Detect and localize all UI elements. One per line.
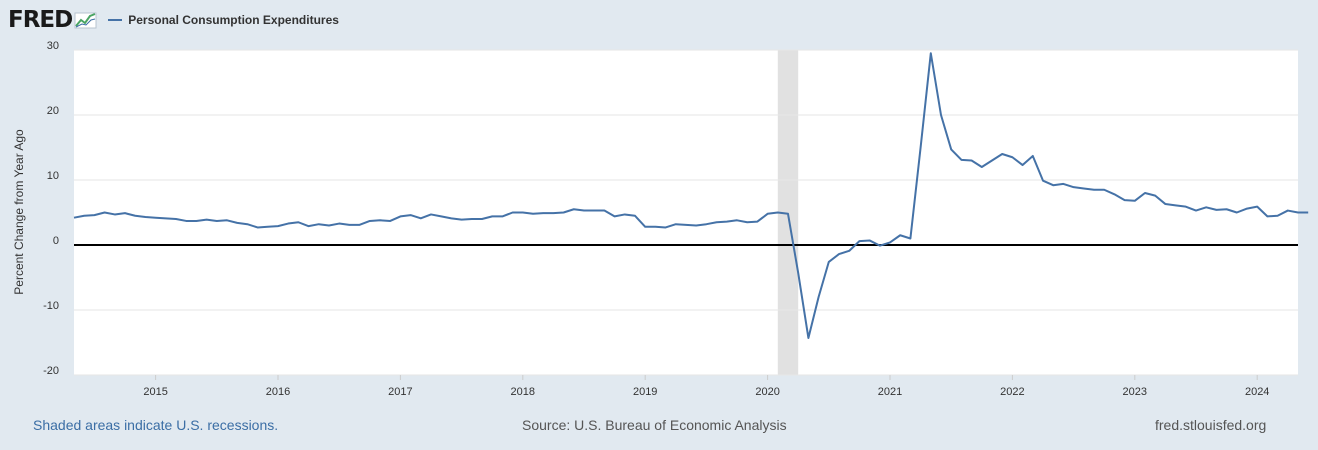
y-axis-label: Percent Change from Year Ago [12,129,26,295]
x-tick-label: 2017 [388,386,412,398]
recession-note[interactable]: Shaded areas indicate U.S. recessions. [33,417,279,433]
x-tick-label: 2020 [755,386,779,398]
x-tick-label: 2015 [143,386,167,398]
y-tick-label: -20 [43,365,59,377]
y-tick-label: -10 [43,300,59,312]
chart-header: FRED Personal Consumption Expenditures [8,6,339,34]
legend[interactable]: Personal Consumption Expenditures [108,13,339,27]
recession-shading [777,50,799,375]
y-axis: 30 20 10 0 -10 -20 [43,40,59,377]
x-axis: 2015 2016 2017 2018 2019 2020 2021 2022 2023 2024 [143,375,1269,398]
chart-icon-line-secondary [76,18,96,28]
grid [74,49,1298,376]
x-tick-label: 2023 [1123,386,1147,398]
legend-label: Personal Consumption Expenditures [128,13,339,27]
y-tick-label: 10 [47,170,59,182]
source-note: Source: U.S. Bureau of Economic Analysis [522,417,787,433]
x-tick-label: 2018 [511,386,535,398]
plot-background [74,50,1298,375]
recession-band-1 [777,50,799,375]
y-tick-label: 30 [47,40,59,52]
series-line-1 [73,52,1309,339]
x-tick-label: 2019 [633,386,657,398]
fred-logo[interactable]: FRED [8,7,73,33]
chart-line-icon [74,12,97,29]
x-tick-label: 2022 [1000,386,1024,398]
x-tick-label: 2016 [266,386,290,398]
series [73,52,1309,339]
chart-icon-line [75,13,96,27]
y-tick-label: 0 [53,235,59,247]
site-link[interactable]: fred.stlouisfed.org [1155,417,1267,433]
legend-swatch [108,19,123,21]
y-tick-label: 20 [47,105,59,117]
x-tick-label: 2024 [1245,386,1269,398]
x-tick-label: 2021 [878,386,902,398]
